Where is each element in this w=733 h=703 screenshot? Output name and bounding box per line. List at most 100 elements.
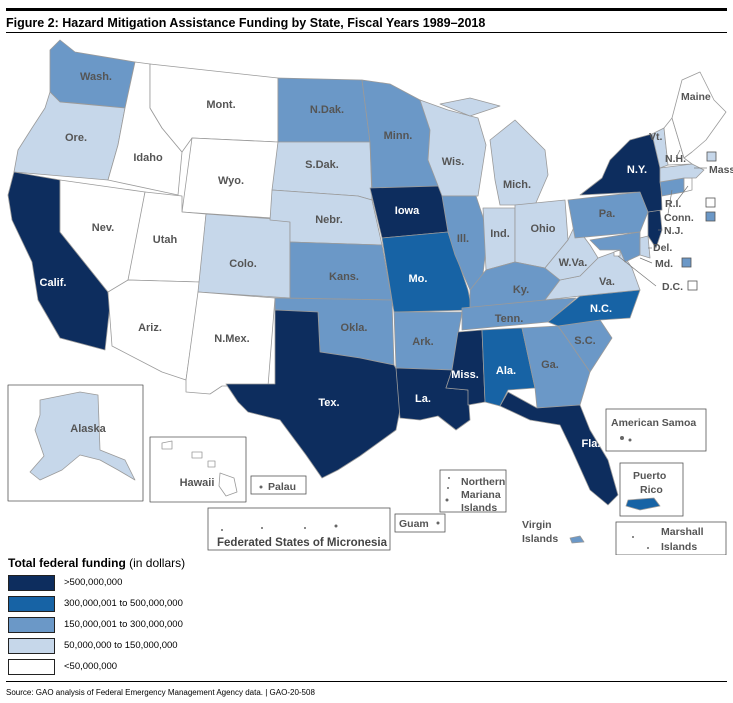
label-idaho: Idaho — [133, 152, 163, 164]
box-md — [681, 257, 692, 268]
label-ariz: Ariz. — [138, 322, 162, 334]
box-dc — [687, 280, 698, 291]
label-minn: Minn. — [384, 130, 413, 142]
legend-swatch — [8, 596, 55, 612]
state-wis — [419, 99, 487, 197]
label-ga: Ga. — [541, 359, 559, 371]
label-conn: Conn. — [664, 212, 694, 224]
legend-label: >500,000,000 — [64, 577, 123, 588]
state-md — [589, 231, 641, 263]
label-la: La. — [415, 393, 431, 405]
label-maine: Maine — [681, 91, 711, 103]
label-mass: Mass. — [709, 164, 733, 176]
leader-md — [639, 257, 653, 264]
box-ri — [705, 197, 716, 208]
state-dc — [613, 249, 621, 257]
micronesia-island — [221, 529, 223, 531]
samoa-island — [628, 438, 632, 442]
label-va: Va. — [599, 276, 615, 288]
us-choropleth-map: Wash. Ore. Calif. Idaho Nev. Mont. Wyo. … — [7, 39, 733, 555]
label-iowa: Iowa — [395, 205, 420, 217]
label-fla: Fla. — [582, 438, 601, 450]
label-micronesia: Federated States of Micronesia — [217, 537, 388, 549]
label-mich: Mich. — [503, 179, 531, 191]
state-tex — [225, 309, 401, 479]
legend-swatch — [8, 638, 55, 654]
label-ala: Ala. — [496, 365, 516, 377]
leader-conn — [667, 189, 673, 215]
label-tex: Tex. — [318, 397, 339, 409]
label-ill: Ill. — [457, 233, 469, 245]
label-dc: D.C. — [662, 281, 683, 293]
micronesia-island — [334, 524, 338, 528]
label-sc: S.C. — [574, 335, 595, 347]
guam-island — [436, 521, 440, 525]
state-pa — [567, 191, 649, 239]
bottom-rule — [6, 681, 727, 682]
american-samoa-frame — [605, 408, 707, 452]
state-nh — [663, 117, 693, 166]
legend-swatch — [8, 617, 55, 633]
label-ny: N.Y. — [627, 164, 647, 176]
label-northern-mariana-3: Islands — [461, 502, 497, 514]
title-rule — [6, 32, 727, 33]
marshall-islands-frame — [615, 521, 727, 555]
state-maine — [671, 71, 727, 159]
leader-nh — [675, 149, 681, 159]
label-hawaii: Hawaii — [180, 477, 215, 489]
micronesia-frame — [207, 507, 391, 551]
label-nebr: Nebr. — [315, 214, 343, 226]
legend-swatch — [8, 575, 55, 591]
label-nc: N.C. — [590, 303, 612, 315]
state-tenn — [461, 297, 577, 331]
territory-virgin-islands — [569, 535, 585, 544]
state-hawaii — [161, 440, 238, 497]
state-ore — [13, 91, 126, 181]
label-puerto-rico-2: Rico — [640, 484, 663, 496]
legend-title-bold: Total federal funding — [8, 556, 126, 570]
top-rule — [6, 8, 727, 11]
palau-frame — [250, 475, 307, 495]
label-wyo: Wyo. — [218, 175, 244, 187]
micronesia-island — [304, 527, 306, 529]
label-colo: Colo. — [229, 258, 257, 270]
label-vt: Vt. — [649, 131, 663, 143]
leader-ri — [675, 185, 689, 203]
legend-label: 150,000,001 to 300,000,000 — [64, 619, 183, 630]
label-american-samoa: American Samoa — [611, 417, 696, 429]
label-nj: N.J. — [664, 225, 683, 237]
label-utah: Utah — [153, 234, 178, 246]
label-guam: Guam — [399, 518, 429, 530]
label-northern-mariana-2: Mariana — [461, 489, 501, 501]
samoa-island — [620, 436, 624, 440]
label-virgin-islands-1: Virgin — [522, 519, 552, 531]
label-del: Del. — [653, 242, 672, 254]
state-mich — [439, 97, 549, 206]
source-note: Source: GAO analysis of Federal Emergenc… — [6, 688, 315, 697]
label-sdak: S.Dak. — [305, 159, 339, 171]
label-palau: Palau — [268, 481, 296, 493]
label-mont: Mont. — [206, 99, 235, 111]
mariana-island — [448, 477, 450, 479]
palau-island — [259, 485, 263, 489]
label-ark: Ark. — [412, 336, 433, 348]
figure-title: Figure 2: Hazard Mitigation Assistance F… — [6, 16, 486, 30]
mariana-island — [447, 487, 449, 489]
label-marshall-2: Islands — [661, 541, 697, 553]
label-tenn: Tenn. — [495, 313, 524, 325]
label-wis: Wis. — [442, 156, 465, 168]
northern-mariana-frame — [439, 469, 507, 513]
label-marshall-1: Marshall — [661, 526, 704, 538]
state-colo — [197, 213, 291, 299]
label-mo: Mo. — [409, 273, 428, 285]
leader-dc — [617, 255, 657, 287]
legend-label: <50,000,000 — [64, 661, 118, 672]
legend-title: Total federal funding (in dollars) — [8, 556, 185, 570]
state-del — [639, 235, 651, 259]
state-wva — [544, 224, 599, 281]
label-alaska: Alaska — [70, 423, 106, 435]
label-wva: W.Va. — [559, 257, 588, 269]
label-miss: Miss. — [451, 369, 479, 381]
territory-puerto-rico — [625, 497, 661, 511]
label-md: Md. — [655, 258, 673, 270]
